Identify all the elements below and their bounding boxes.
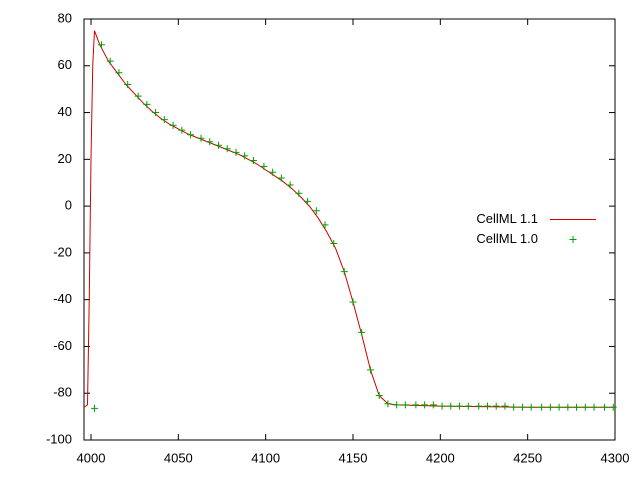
- y-tick-label: -20: [53, 244, 72, 259]
- y-tick-label: 0: [65, 198, 72, 213]
- scatter-point: [518, 403, 526, 411]
- scatter-point: [169, 121, 177, 129]
- scatter-point: [286, 181, 294, 189]
- scatter-point: [187, 131, 195, 139]
- y-tick-label: 20: [58, 151, 72, 166]
- scatter-point: [160, 116, 168, 124]
- scatter-point: [214, 141, 222, 149]
- x-tick-label: 4250: [513, 450, 542, 465]
- y-tick-label: -100: [46, 431, 72, 446]
- y-tick-label: 60: [58, 57, 72, 72]
- plot-border: [83, 18, 616, 441]
- scatter-point: [277, 174, 285, 182]
- x-tick-label: 4000: [77, 450, 106, 465]
- scatter-point: [124, 80, 132, 88]
- legend-label: CellML 1.1: [476, 211, 538, 226]
- scatter-point: [241, 152, 249, 160]
- scatter-point: [464, 402, 472, 410]
- x-tick-label: 4200: [426, 450, 455, 465]
- x-tick-label: 4100: [251, 450, 280, 465]
- x-tick-label: 4150: [339, 450, 368, 465]
- scatter-point: [393, 401, 401, 409]
- scatter-point: [438, 402, 446, 410]
- scatter-point: [269, 168, 277, 176]
- x-tick-label: 4050: [164, 450, 193, 465]
- scatter-point: [581, 403, 589, 411]
- scatter-point: [421, 401, 429, 409]
- scatter-point: [564, 403, 572, 411]
- y-tick-label: 80: [58, 10, 72, 25]
- y-tick-label: -40: [53, 291, 72, 306]
- legend-label: CellML 1.0: [476, 231, 538, 246]
- scatter-point: [349, 298, 357, 306]
- scatter-point: [573, 403, 581, 411]
- scatter-point: [501, 402, 509, 410]
- y-tick-label: 40: [58, 104, 72, 119]
- scatter-point: [115, 69, 123, 77]
- scatter-point: [90, 404, 98, 412]
- scatter-point: [538, 403, 546, 411]
- scatter-point: [412, 401, 420, 409]
- scatter-point: [206, 138, 214, 146]
- scatter-point: [232, 148, 240, 156]
- scatter-point: [590, 403, 598, 411]
- scatter-point: [358, 328, 366, 336]
- scatter-point: [375, 392, 383, 400]
- scatter-point: [312, 207, 320, 215]
- y-tick-label: -80: [53, 385, 72, 400]
- scatter-point: [456, 402, 464, 410]
- legend-marker: [569, 236, 577, 243]
- scatter-point: [546, 403, 554, 411]
- scatter-point: [295, 189, 303, 197]
- scatter-point: [475, 402, 483, 410]
- scatter-point: [106, 57, 114, 65]
- scatter-point: [401, 401, 409, 409]
- scatter-point: [384, 400, 392, 408]
- scatter-point: [152, 109, 160, 117]
- scatter-point: [223, 145, 231, 153]
- scatter-point: [260, 162, 268, 170]
- scatter-point: [178, 126, 186, 134]
- scatter-point: [366, 366, 374, 374]
- x-tick-label: 4300: [601, 450, 630, 465]
- y-tick-label: -60: [53, 338, 72, 353]
- scatter-point: [492, 402, 500, 410]
- scatter-point: [527, 403, 535, 411]
- scatter-point: [609, 403, 617, 411]
- scatter-point: [321, 221, 329, 229]
- scatter-point: [143, 100, 151, 108]
- scatter-point: [249, 157, 257, 165]
- scatter-point: [555, 403, 563, 411]
- scatter-point: [510, 403, 518, 411]
- scatter-point: [429, 401, 437, 409]
- scatter-point: [340, 268, 348, 276]
- scatter-point: [330, 240, 338, 248]
- scatter-point: [197, 134, 205, 142]
- scatter-point: [447, 402, 455, 410]
- scatter-point: [134, 92, 142, 100]
- scatter-point: [304, 197, 312, 205]
- scatter-point: [601, 403, 609, 411]
- scatter-point: [97, 41, 105, 49]
- scatter-point: [483, 402, 491, 410]
